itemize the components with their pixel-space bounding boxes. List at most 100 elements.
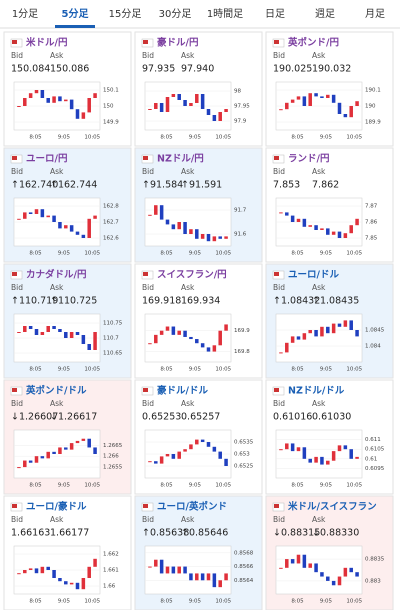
candle [28, 326, 33, 329]
bid-label: Bid [11, 515, 23, 524]
x-tick-label: 8:05 [291, 483, 304, 489]
y-tick-label: 0.883 [365, 578, 381, 584]
bid-label: Bid [142, 399, 154, 408]
ask-label: Ask [181, 283, 195, 292]
candle [154, 559, 158, 567]
ask-label: Ask [312, 283, 326, 292]
pair-title: 豪ドル/ドル [157, 385, 208, 397]
ask-value: ↑0.85646 [181, 528, 228, 539]
candle [218, 451, 222, 459]
candle [171, 326, 176, 335]
ask-label: Ask [50, 399, 64, 408]
candle [337, 231, 342, 238]
bid-value: 1.66163 [11, 528, 50, 539]
tab[interactable]: 1分足 [12, 8, 38, 20]
ask-label: Ask [312, 515, 326, 524]
candle [314, 330, 318, 337]
candle [308, 458, 312, 463]
candle [279, 212, 283, 214]
candle [200, 439, 205, 442]
candle [64, 99, 68, 102]
candle [218, 112, 222, 121]
bid-value: ↑1.08432 [273, 296, 320, 307]
flag-mark [274, 504, 279, 508]
candle [52, 96, 56, 103]
x-tick-label: 9:05 [320, 135, 333, 141]
ask-label: Ask [50, 167, 64, 176]
candle [355, 572, 359, 577]
tab[interactable]: 15分足 [109, 8, 142, 20]
candle [40, 332, 45, 335]
pair-title: 米ドル/円 [25, 37, 67, 49]
y-tick-label: 7.87 [365, 204, 378, 210]
candle [326, 228, 330, 235]
x-tick-label: 9:05 [189, 483, 202, 489]
candle [93, 215, 97, 219]
candle [34, 209, 39, 214]
tab[interactable]: 週足 [315, 8, 335, 20]
candle [224, 324, 228, 331]
candle [320, 326, 324, 337]
candle [224, 109, 228, 112]
candle [302, 96, 307, 106]
bid-label: Bid [11, 283, 23, 292]
y-tick-label: 0.8835 [365, 557, 385, 563]
y-tick-label: 149.9 [103, 120, 119, 126]
candle [159, 330, 164, 335]
candle [189, 336, 193, 340]
candle [177, 451, 181, 459]
candle [296, 336, 301, 340]
tab[interactable]: 30分足 [159, 8, 192, 20]
tab[interactable]: 5分足 [62, 7, 90, 20]
candle [195, 439, 199, 445]
candle [302, 447, 307, 459]
candle [200, 234, 205, 239]
y-tick-label: 0.8566 [234, 564, 254, 570]
x-tick-label: 9:05 [189, 135, 202, 141]
candle [285, 559, 289, 568]
flag-mark [12, 156, 17, 160]
candle [183, 566, 187, 574]
bid-label: Bid [142, 167, 154, 176]
tab[interactable]: 日足 [265, 8, 285, 20]
y-tick-label: 0.653 [234, 452, 250, 458]
flag-mark [274, 272, 279, 276]
y-tick-label: 1.0845 [365, 328, 385, 334]
candle [17, 106, 21, 107]
candle [218, 236, 222, 239]
x-tick-label: 9:05 [58, 483, 71, 489]
candle [75, 109, 80, 119]
candle [308, 563, 312, 568]
candle [343, 233, 348, 238]
x-tick-label: 9:05 [320, 251, 333, 257]
x-tick-label: 8:05 [160, 599, 173, 605]
tab[interactable]: 1時間足 [207, 8, 243, 20]
candle [320, 228, 324, 230]
candle [314, 563, 318, 573]
candle [28, 93, 33, 98]
candle [212, 573, 217, 588]
y-tick-label: 0.6535 [234, 440, 254, 446]
tab[interactable]: 月足 [365, 8, 385, 20]
ask-label: Ask [50, 283, 64, 292]
candle [165, 454, 170, 457]
candle [331, 323, 336, 334]
ask-label: Ask [312, 399, 326, 408]
y-tick-label: 110.75 [103, 321, 123, 327]
